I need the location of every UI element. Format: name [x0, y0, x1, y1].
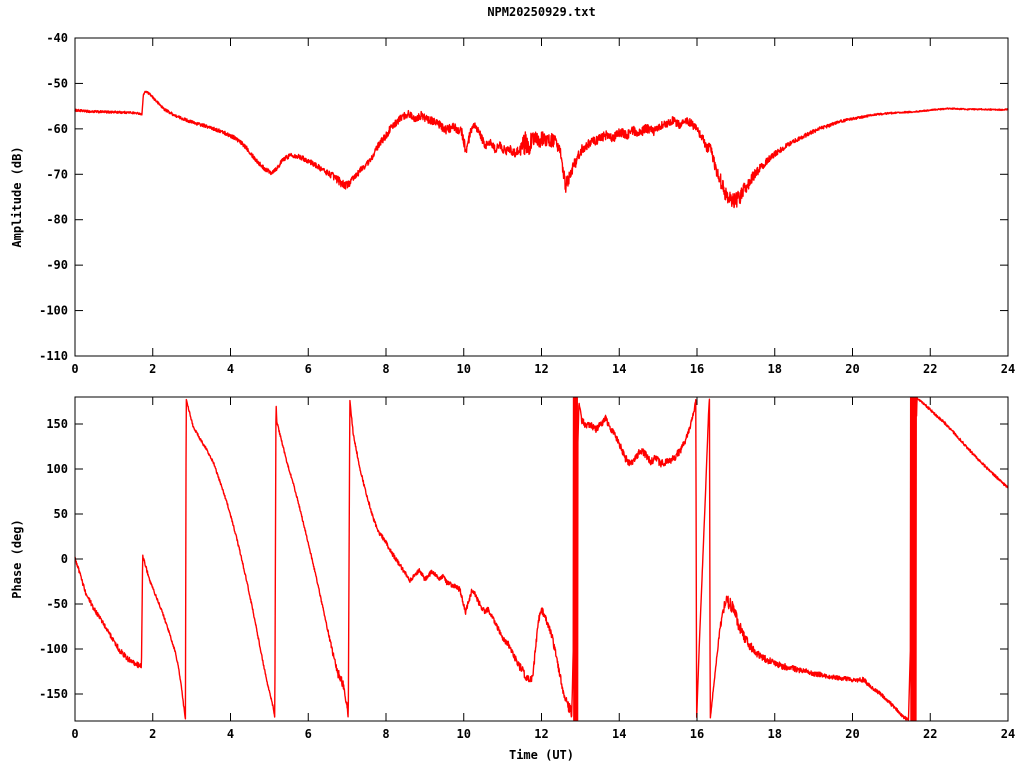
y-tick-label: -110 — [39, 349, 68, 363]
x-tick-label: 8 — [382, 362, 389, 376]
chart-title: NPM20250929.txt — [487, 5, 596, 19]
x-tick-label: 10 — [457, 727, 471, 741]
y-tick-label: 50 — [54, 507, 68, 521]
amplitude-plot-border — [74, 37, 1009, 357]
y-tick-label: -80 — [46, 213, 68, 227]
y-tick-label: -100 — [39, 642, 68, 656]
phase-plot: 0 2 4 6 8 10 12 14 16 18 20 22 24-150-100-5005010015… — [10, 396, 1015, 762]
y-tick-label: -100 — [39, 304, 68, 318]
x-tick-label: 8 — [382, 727, 389, 741]
x-tick-label: 24 — [1001, 727, 1015, 741]
y-tick-label: 0 — [61, 552, 68, 566]
y-tick-label: 150 — [46, 417, 68, 431]
x-tick-label: 4 — [227, 727, 234, 741]
y-tick-label: -70 — [46, 167, 68, 181]
phase-line — [74, 397, 1009, 722]
x-tick-label: 22 — [923, 727, 937, 741]
x-tick-label: 18 — [768, 727, 782, 741]
x-tick-label: 14 — [612, 362, 626, 376]
x-tick-label: 18 — [768, 362, 782, 376]
y-tick-label: -90 — [46, 258, 68, 272]
phase-plot-border — [74, 396, 1009, 722]
x-tick-label: 2 — [149, 727, 156, 741]
x-tick-label: 12 — [534, 727, 548, 741]
x-axis-label: Time (UT) — [509, 748, 574, 762]
y-tick-label: -150 — [39, 687, 68, 701]
x-tick-label: 2 — [149, 362, 156, 376]
x-tick-label: 22 — [923, 362, 937, 376]
y-tick-label: 100 — [46, 462, 68, 476]
x-tick-label: 6 — [305, 727, 312, 741]
x-tick-label: 0 — [71, 362, 78, 376]
y-tick-label: -40 — [46, 31, 68, 45]
amplitude-y-axis-label: Amplitude (dB) — [10, 146, 24, 247]
amplitude-plot: 0 2 4 6 8 10 12 14 16 18 20 22 24-110-100-90-80-70-6… — [10, 31, 1015, 376]
y-tick-label: -50 — [46, 597, 68, 611]
x-tick-label: 14 — [612, 727, 626, 741]
x-tick-label: 16 — [690, 727, 704, 741]
x-tick-label: 24 — [1001, 362, 1015, 376]
y-tick-label: -50 — [46, 76, 68, 90]
x-tick-label: 20 — [845, 362, 859, 376]
x-tick-label: 12 — [534, 362, 548, 376]
x-tick-label: 16 — [690, 362, 704, 376]
phase-y-axis-label: Phase (deg) — [10, 519, 24, 598]
y-tick-label: -60 — [46, 122, 68, 136]
amplitude-line — [74, 90, 1009, 209]
x-tick-label: 20 — [845, 727, 859, 741]
x-tick-label: 0 — [71, 727, 78, 741]
x-tick-label: 4 — [227, 362, 234, 376]
x-tick-label: 6 — [305, 362, 312, 376]
x-tick-label: 10 — [457, 362, 471, 376]
